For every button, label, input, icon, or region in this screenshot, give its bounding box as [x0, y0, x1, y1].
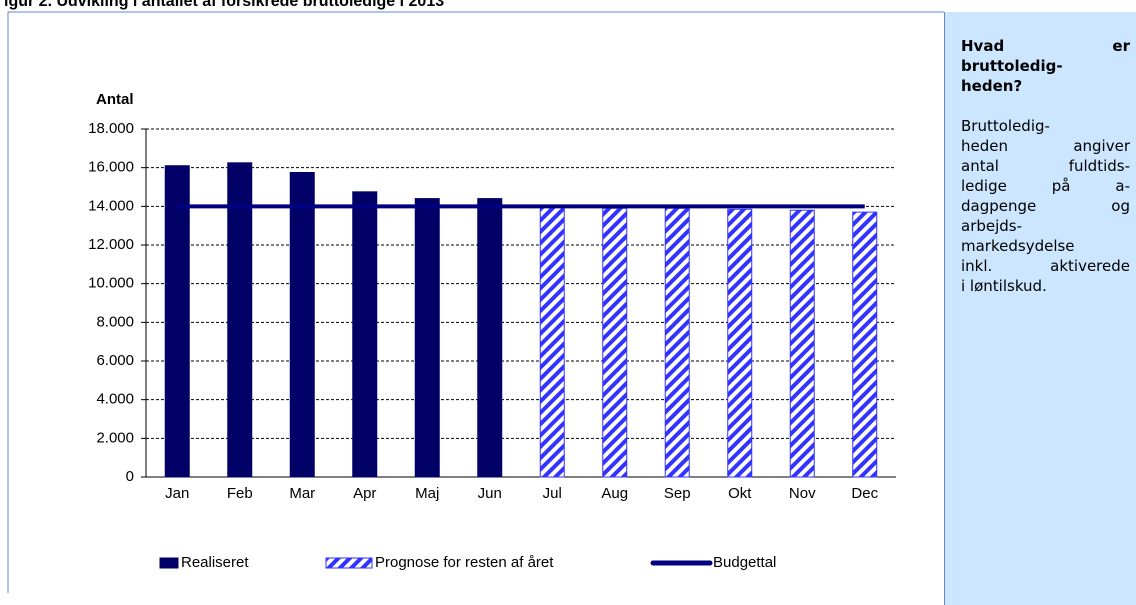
bar [789, 209, 815, 478]
bar [852, 211, 878, 478]
x-tick-label: Maj [415, 485, 439, 502]
x-tick-label: Dec [851, 485, 878, 502]
x-tick-label: Feb [227, 485, 253, 502]
x-tick-label: Okt [728, 485, 752, 502]
bar [602, 207, 628, 478]
sidebar-line: arbejds- [961, 217, 1023, 235]
bar [664, 207, 690, 478]
y-tick-label: 6.000 [96, 352, 134, 369]
frame [7, 11, 944, 593]
sidebar-line: Hvad er [961, 37, 1130, 55]
legend-label: Budgettal [713, 554, 776, 571]
x-tick-label: Mar [289, 485, 315, 502]
legend-swatch [325, 557, 373, 569]
y-tick-label: 16.000 [88, 159, 134, 176]
x-tick-label: Aug [601, 485, 628, 502]
x-tick-label: Jul [543, 485, 562, 502]
x-tick-label: Jan [165, 485, 189, 502]
sidebar-line: ledige på a- [961, 177, 1130, 195]
y-tick-label: 2.000 [96, 429, 134, 446]
sidebar-line: markedsydelse [961, 237, 1075, 255]
x-tick-label: Sep [664, 485, 691, 502]
y-tick-label: 10.000 [88, 275, 134, 292]
x-tick-label: Apr [353, 485, 376, 502]
y-tick-label: 4.000 [96, 391, 134, 408]
legend-swatch [159, 557, 179, 569]
sidebar-line: heden angiver [961, 137, 1130, 155]
bar [539, 206, 565, 478]
y-tick-label: 12.000 [88, 236, 134, 253]
sidebar-line: i løntilskud. [961, 277, 1047, 295]
chart-title: igur 2. Udvikling i antallet af forsikre… [4, 0, 444, 10]
sidebar-line: heden? [961, 77, 1023, 95]
bar [289, 172, 315, 478]
y-axis-label: Antal [96, 91, 134, 108]
bar [477, 198, 503, 478]
y-tick-label: 0 [126, 468, 134, 485]
x-tick-label: Nov [789, 485, 816, 502]
legend-label: Prognose for resten af året [375, 554, 554, 571]
x-tick-label: Jun [478, 485, 502, 502]
bar [352, 191, 378, 478]
bar [164, 165, 190, 478]
sidebar-line: bruttoledig- [961, 57, 1063, 75]
sidebar-line: inkl. aktiverede [961, 257, 1130, 275]
sidebar-line: antal fuldtids- [961, 157, 1130, 175]
bar [227, 162, 253, 478]
y-tick-label: 18.000 [88, 120, 134, 137]
chart: igur 2. Udvikling i antallet af forsikre… [4, 0, 944, 593]
sidebar-line: Bruttoledig- [961, 117, 1050, 135]
y-tick-label: 14.000 [88, 197, 134, 214]
bar [727, 208, 753, 478]
legend-label: Realiseret [181, 554, 249, 571]
sidebar-line: dagpenge og [961, 197, 1130, 215]
y-tick-label: 8.000 [96, 313, 134, 330]
bar [414, 198, 440, 478]
sidebar: Hvad er bruttoledig-heden? Bruttoledig-hed… [944, 12, 1136, 605]
